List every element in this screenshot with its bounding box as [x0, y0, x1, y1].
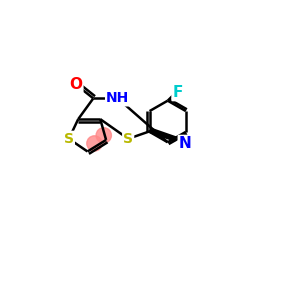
Text: O: O [69, 77, 82, 92]
Text: S: S [64, 132, 74, 146]
Text: S: S [123, 132, 133, 146]
Text: N: N [179, 136, 191, 151]
Circle shape [87, 136, 102, 151]
Text: F: F [172, 85, 183, 100]
Text: NH: NH [106, 92, 129, 105]
Circle shape [96, 128, 111, 143]
